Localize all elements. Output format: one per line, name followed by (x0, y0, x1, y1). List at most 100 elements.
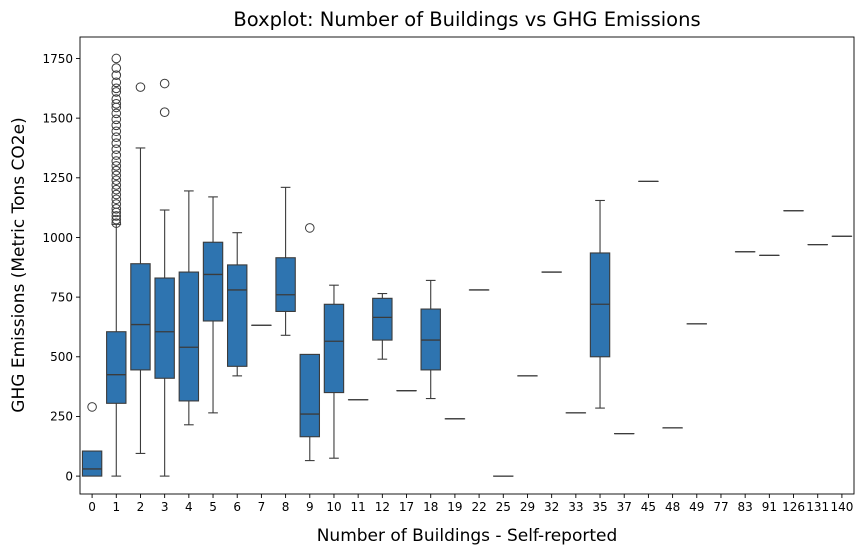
box-18 (420, 279, 441, 400)
outlier-point (111, 83, 122, 94)
iqr-box (299, 353, 321, 438)
outlier-point (135, 82, 146, 92)
x-tick-label: 6 (233, 500, 241, 514)
box-series (81, 53, 853, 477)
y-tick-label: 1750 (42, 52, 73, 66)
x-tick-label: 49 (689, 500, 704, 514)
x-tick-label: 0 (88, 500, 96, 514)
iqr-box (106, 331, 127, 404)
iqr-box (202, 241, 224, 322)
outlier-point (111, 126, 122, 137)
outlier-point (111, 53, 122, 64)
x-tick-label: 83 (738, 500, 753, 514)
x-tick-label: 45 (641, 500, 656, 514)
outlier-point (111, 77, 122, 88)
iqr-box (154, 277, 175, 379)
x-tick-label: 1 (112, 500, 120, 514)
iqr-box (130, 263, 151, 371)
x-tick-label: 4 (185, 500, 193, 514)
x-tick-label: 19 (447, 500, 462, 514)
box-1 (106, 53, 127, 477)
outlier-point (111, 150, 122, 160)
outlier-point (111, 108, 122, 119)
outlier-point (159, 107, 170, 117)
x-tick-label: 12 (375, 500, 390, 514)
outlier-point (111, 184, 122, 195)
y-tick-label: 0 (65, 469, 73, 483)
outlier-point (111, 87, 122, 97)
x-tick-label: 29 (520, 500, 535, 514)
outlier-point (111, 99, 122, 109)
box-2 (130, 82, 151, 454)
outlier-point (111, 138, 122, 148)
outlier-point (111, 63, 122, 73)
outlier-point (111, 161, 122, 171)
box-10 (323, 284, 345, 459)
outlier-point (111, 211, 122, 221)
outlier-point (111, 199, 122, 209)
box-12 (372, 292, 393, 360)
x-axis-ticks: 0 1 2 3 4 5 6 7 8 9 10 11 12 17 18 19 22 25 29 32 33 35 37 45 48… (88, 494, 853, 514)
iqr-box (323, 303, 345, 394)
outlier-point (111, 214, 122, 225)
x-tick-label: 11 (351, 500, 366, 514)
box-9 (299, 223, 321, 462)
outlier-point (111, 218, 122, 228)
x-tick-label: 3 (161, 500, 169, 514)
y-tick-label: 1250 (42, 171, 73, 185)
x-tick-label: 37 (617, 500, 632, 514)
outlier-point (111, 144, 122, 154)
x-tick-label: 131 (806, 500, 829, 514)
x-axis-label: Number of Buildings - Self-reported (317, 526, 618, 546)
y-axis-label: GHG Emissions (Metric Tons CO2e) (9, 117, 29, 412)
y-tick-label: 1500 (42, 111, 73, 125)
box-6 (226, 232, 248, 377)
plot-frame (79, 36, 855, 495)
x-tick-label: 2 (137, 500, 145, 514)
y-tick-label: 1000 (42, 231, 73, 245)
outlier-point (111, 94, 122, 104)
x-tick-label: 17 (399, 500, 414, 514)
outlier-point (111, 156, 122, 166)
x-tick-label: 32 (544, 500, 559, 514)
iqr-box (372, 297, 393, 341)
x-tick-label: 126 (782, 500, 805, 514)
iqr-box (81, 450, 103, 477)
x-tick-label: 22 (471, 500, 486, 514)
outlier-point (111, 70, 122, 80)
y-tick-label: 500 (50, 350, 73, 364)
x-tick-label: 77 (713, 500, 728, 514)
outlier-point (111, 180, 122, 190)
y-tick-label: 750 (50, 290, 73, 304)
x-tick-label: 25 (496, 500, 511, 514)
box-5 (202, 196, 224, 414)
x-tick-label: 35 (592, 500, 607, 514)
outlier-point (111, 204, 122, 214)
outlier-point (111, 189, 122, 200)
box-0 (81, 402, 103, 477)
x-tick-label: 48 (665, 500, 680, 514)
x-tick-label: 9 (306, 500, 314, 514)
outlier-point (304, 223, 315, 233)
iqr-box (226, 264, 248, 367)
iqr-box (275, 257, 296, 312)
x-tick-label: 91 (762, 500, 777, 514)
outlier-point (111, 114, 122, 125)
x-tick-label: 140 (830, 500, 853, 514)
outlier-point (111, 165, 122, 176)
x-tick-label: 7 (258, 500, 266, 514)
outlier-point (111, 170, 122, 181)
x-tick-label: 5 (209, 500, 217, 514)
iqr-box (178, 271, 200, 402)
box-8 (275, 186, 296, 336)
outlier-point (111, 194, 122, 205)
box-4 (178, 190, 200, 426)
box-3 (154, 78, 175, 477)
outlier-point (111, 120, 122, 131)
x-tick-label: 10 (326, 500, 341, 514)
y-axis-ticks: 0 250 500 750 1000 1250 1500 1750 (42, 52, 80, 483)
x-tick-label: 18 (423, 500, 438, 514)
x-tick-label: 33 (568, 500, 583, 514)
outlier-point (111, 132, 122, 143)
